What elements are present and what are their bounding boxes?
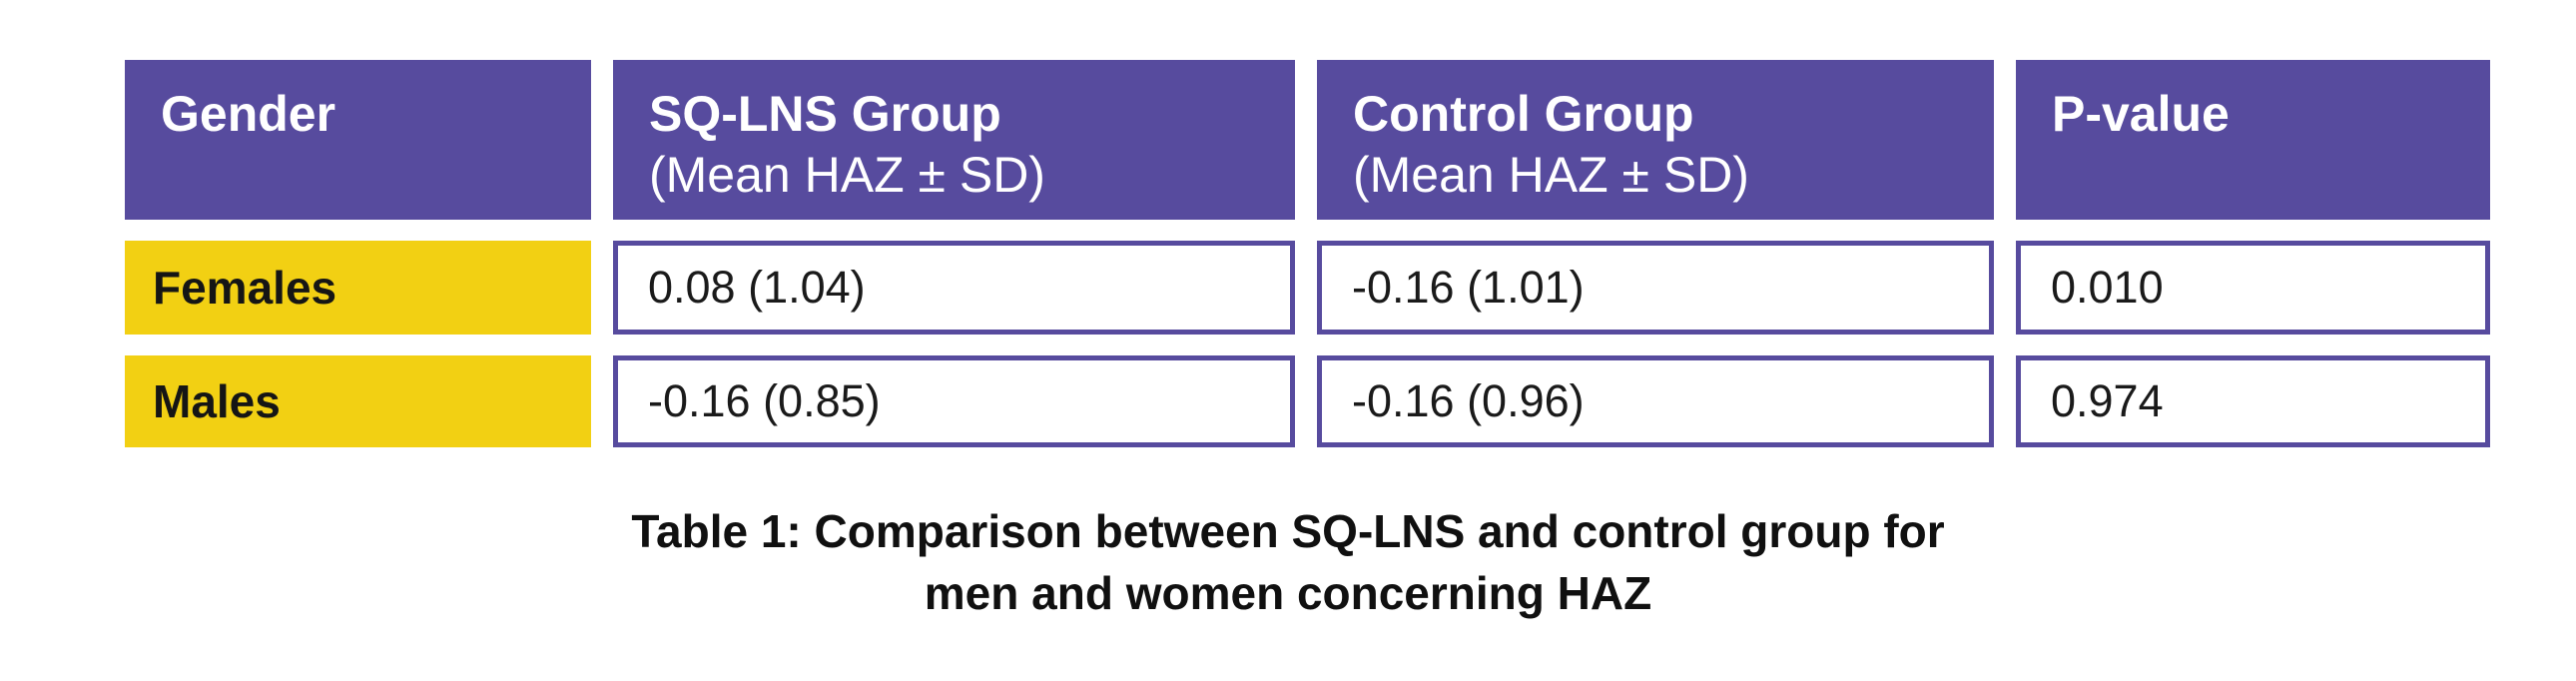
cell-females-control: -0.16 (1.01) <box>1317 241 1994 335</box>
column-header-pvalue-title: P-value <box>2052 86 2230 142</box>
row-label-females: Females <box>125 241 591 335</box>
column-header-control-group: Control Group (Mean HAZ ± SD) <box>1317 60 1994 220</box>
column-header-sqlns-title: SQ-LNS Group <box>649 86 1001 142</box>
table-caption: Table 1: Comparison between SQ-LNS and c… <box>0 500 2576 624</box>
comparison-table: Gender SQ-LNS Group (Mean HAZ ± SD) Cont… <box>125 60 2490 447</box>
table-caption-line1: Table 1: Comparison between SQ-LNS and c… <box>631 505 1945 557</box>
cell-males-control: -0.16 (0.96) <box>1317 355 1994 447</box>
cell-females-pvalue: 0.010 <box>2016 241 2490 335</box>
column-header-sqlns-subtitle: (Mean HAZ ± SD) <box>649 147 1045 203</box>
column-header-sqlns-group: SQ-LNS Group (Mean HAZ ± SD) <box>613 60 1295 220</box>
column-header-gender-title: Gender <box>161 86 336 142</box>
cell-males-pvalue: 0.974 <box>2016 355 2490 447</box>
cell-males-sqlns: -0.16 (0.85) <box>613 355 1295 447</box>
column-header-control-title: Control Group <box>1353 86 1694 142</box>
row-label-males: Males <box>125 355 591 447</box>
column-header-gender: Gender <box>125 60 591 220</box>
column-header-control-subtitle: (Mean HAZ ± SD) <box>1353 147 1749 203</box>
table-caption-line2: men and women concerning HAZ <box>924 567 1652 619</box>
cell-females-sqlns: 0.08 (1.04) <box>613 241 1295 335</box>
column-header-pvalue: P-value <box>2016 60 2490 220</box>
